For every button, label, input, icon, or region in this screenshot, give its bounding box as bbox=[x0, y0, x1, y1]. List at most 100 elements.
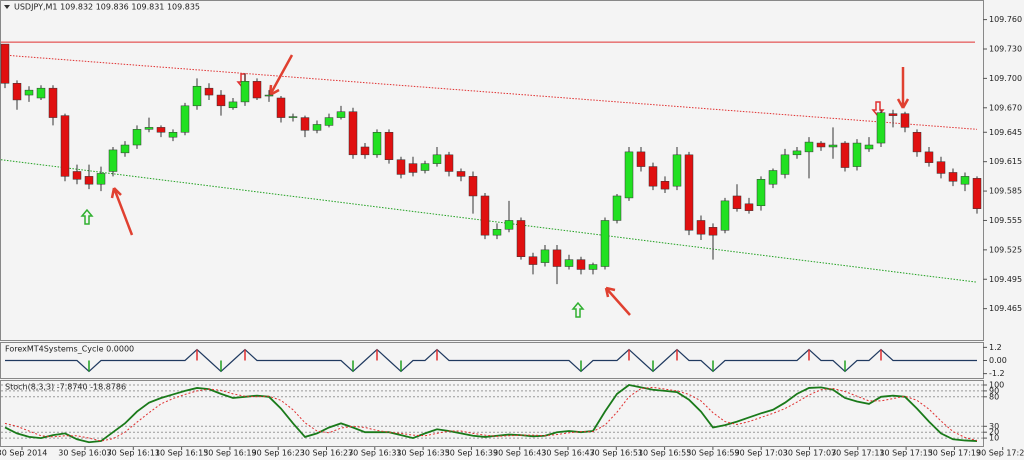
candle-body bbox=[516, 220, 526, 257]
candle-body bbox=[864, 144, 874, 150]
y-tick-label: -1.2 bbox=[989, 369, 1005, 378]
candle-body bbox=[96, 173, 106, 185]
candle-body bbox=[804, 141, 814, 153]
x-tick-label: 30 Sep 16:11 bbox=[107, 449, 160, 458]
candle-body bbox=[12, 83, 22, 101]
x-tick-label: 30 Sep 17:23 bbox=[976, 449, 1024, 458]
x-tick-label: 30 Sep 17:19 bbox=[928, 449, 981, 458]
candle-body bbox=[408, 163, 418, 173]
stoch-line bbox=[4, 384, 978, 444]
candle-body bbox=[612, 195, 622, 221]
band-line bbox=[0, 159, 978, 283]
candle-body bbox=[192, 85, 202, 107]
candle-body bbox=[348, 111, 358, 156]
candle-body bbox=[312, 124, 322, 131]
band-line bbox=[0, 54, 978, 130]
pointer-arrow bbox=[268, 54, 294, 97]
x-tick-label: 30 Sep 16:55 bbox=[638, 449, 691, 458]
candle-body bbox=[24, 89, 34, 96]
x-tick-label: 30 Sep 16:47 bbox=[541, 449, 594, 458]
x-tick-label: 30 Sep 16:15 bbox=[155, 449, 208, 458]
y-tick-label: 109.495 bbox=[989, 275, 1022, 284]
menu-icon bbox=[4, 5, 10, 9]
x-tick-label: 30 Sep 16:07 bbox=[58, 449, 111, 458]
candle-body bbox=[156, 127, 166, 133]
candle-body bbox=[600, 220, 610, 267]
candle-body bbox=[336, 111, 346, 118]
y-tick-label: 109.670 bbox=[989, 103, 1022, 112]
candle-body bbox=[144, 127, 154, 130]
y-tick-label: 109.760 bbox=[989, 15, 1022, 24]
candle-body bbox=[0, 43, 10, 84]
candle-body bbox=[288, 116, 298, 118]
candle-body bbox=[876, 112, 886, 144]
chart-title: USDJPY,M1 109.832 109.836 109.831 109.83… bbox=[14, 3, 200, 12]
y-tick-label: 109.465 bbox=[989, 304, 1022, 313]
candle-body bbox=[252, 81, 262, 99]
price-pane bbox=[0, 0, 984, 341]
y-tick-label: 1.2 bbox=[989, 343, 1002, 352]
candle-body bbox=[564, 259, 574, 267]
y-tick-label: 80 bbox=[989, 392, 999, 401]
candle-body bbox=[468, 176, 478, 197]
candle-body bbox=[972, 178, 982, 209]
candle-body bbox=[300, 117, 310, 131]
y-tick-label: 109.730 bbox=[989, 44, 1022, 53]
candle-body bbox=[912, 132, 922, 153]
candle-body bbox=[324, 117, 334, 126]
candle-body bbox=[660, 181, 670, 190]
x-tick-label: 30 Sep 17:15 bbox=[879, 449, 932, 458]
y-tick-label: 20 bbox=[989, 428, 999, 437]
candle-body bbox=[924, 151, 934, 163]
x-tick-label: 30 Sep 16:51 bbox=[590, 449, 643, 458]
candle-body bbox=[576, 259, 586, 270]
candle-body bbox=[960, 176, 970, 185]
candle-body bbox=[624, 151, 634, 199]
candle-body bbox=[948, 172, 958, 182]
candle-body bbox=[360, 146, 370, 156]
candle-body bbox=[588, 264, 598, 270]
candle-body bbox=[684, 154, 694, 231]
x-tick-label: 30 Sep 16:27 bbox=[300, 449, 353, 458]
candle-body bbox=[264, 94, 274, 97]
candle-body bbox=[648, 166, 658, 187]
pointer-arrow bbox=[604, 286, 631, 316]
x-tick-label: 30 Sep 17:11 bbox=[831, 449, 884, 458]
candle-body bbox=[780, 154, 790, 175]
candle-body bbox=[504, 220, 514, 230]
candle-body bbox=[528, 256, 538, 265]
candle-body bbox=[132, 129, 142, 146]
candle-body bbox=[204, 87, 214, 96]
candle-body bbox=[816, 142, 826, 148]
candle-body bbox=[768, 170, 778, 185]
cycle-title: ForexMT4Systems_Cycle 0.0000 bbox=[5, 345, 134, 354]
candle-body bbox=[432, 154, 442, 164]
candle-body bbox=[936, 161, 946, 174]
candle-body bbox=[396, 159, 406, 175]
buy-arrow bbox=[80, 208, 94, 225]
candle-body bbox=[180, 105, 190, 133]
y-tick-label: 109.585 bbox=[989, 187, 1022, 196]
candle-body bbox=[852, 142, 862, 167]
buy-arrow bbox=[571, 301, 585, 318]
candle-body bbox=[456, 171, 466, 177]
cycle-line bbox=[5, 348, 977, 373]
candle-body bbox=[372, 132, 382, 156]
x-tick-label: 30 Sep 16:59 bbox=[686, 449, 739, 458]
candle-body bbox=[792, 150, 802, 156]
candle-body bbox=[168, 132, 178, 138]
candle-body bbox=[732, 195, 742, 209]
candle-body bbox=[672, 154, 682, 187]
sell-arrow bbox=[871, 101, 885, 118]
candle-body bbox=[828, 144, 838, 148]
y-tick-label: 109.700 bbox=[989, 74, 1022, 83]
y-tick-label: 109.555 bbox=[989, 216, 1022, 225]
y-tick-label: 109.645 bbox=[989, 128, 1022, 137]
candle-body bbox=[108, 149, 118, 172]
candle-body bbox=[720, 200, 730, 231]
candle-body bbox=[492, 229, 502, 236]
candle-body bbox=[216, 94, 226, 107]
x-tick-label: 30 Sep 16:31 bbox=[348, 449, 401, 458]
candle-body bbox=[240, 81, 250, 103]
